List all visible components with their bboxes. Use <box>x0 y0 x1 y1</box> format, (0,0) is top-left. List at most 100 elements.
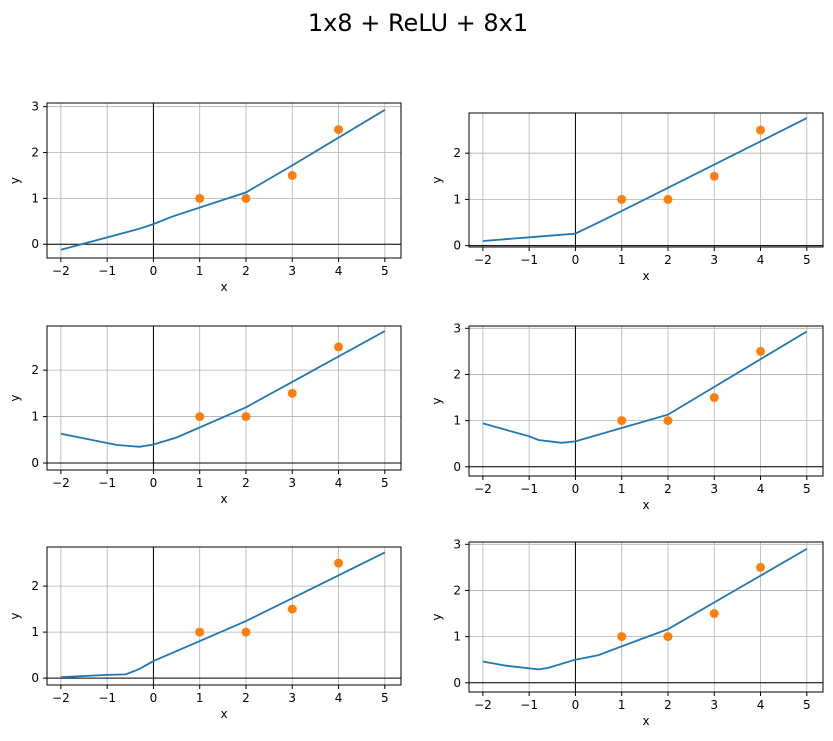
y-tick-label: 1 <box>453 630 461 644</box>
y-tick-label: 0 <box>31 456 39 470</box>
axes-frame <box>46 325 402 471</box>
y-tick-label: 2 <box>453 583 461 597</box>
data-point <box>617 632 627 642</box>
data-point <box>756 346 766 356</box>
x-axis-label: x <box>642 269 649 283</box>
data-point <box>709 393 719 403</box>
y-axis-label: y <box>8 177 22 184</box>
x-tick-label: 1 <box>618 253 626 267</box>
data-point <box>663 194 673 204</box>
x-tick-label: 1 <box>196 691 204 705</box>
x-tick-label: 4 <box>757 482 765 496</box>
data-point <box>756 125 766 135</box>
y-tick-label: 0 <box>453 239 461 253</box>
x-axis-label: x <box>220 492 227 506</box>
x-tick-label: 2 <box>242 476 250 490</box>
x-tick-label: −2 <box>52 264 70 278</box>
y-tick-label: 1 <box>31 625 39 639</box>
y-tick-label: 3 <box>453 321 461 335</box>
x-tick-label: −2 <box>52 476 70 490</box>
y-tick-label: 1 <box>31 410 39 424</box>
x-tick-label: 1 <box>618 482 626 496</box>
x-tick-label: 4 <box>335 476 343 490</box>
y-tick-label: 0 <box>31 671 39 685</box>
model-line <box>482 117 808 242</box>
model-line <box>60 330 386 448</box>
x-tick-label: 3 <box>710 253 718 267</box>
axes-frame <box>468 541 824 693</box>
figure-title: 1x8 + ReLU + 8x1 <box>308 9 528 37</box>
y-tick-label: 1 <box>453 414 461 428</box>
axes-frame <box>468 112 824 248</box>
x-tick-label: 0 <box>150 476 158 490</box>
data-point <box>617 194 627 204</box>
x-tick-label: 1 <box>196 476 204 490</box>
subplot-3: −2 −1 0 1 2 3 4 5 0 1 2 x y <box>8 325 402 506</box>
y-axis-label: y <box>430 176 444 183</box>
x-tick-label: −2 <box>52 691 70 705</box>
y-tick-label: 3 <box>453 537 461 551</box>
data-point <box>709 609 719 619</box>
x-axis-label: x <box>220 707 227 721</box>
x-tick-label: −2 <box>474 698 492 712</box>
subplot-2: −2 −1 0 1 2 3 4 5 0 1 2 x y <box>430 112 824 283</box>
y-tick-label: 3 <box>31 100 39 114</box>
data-point <box>195 193 205 203</box>
x-tick-label: 5 <box>381 264 389 278</box>
subplot-1: −2 −1 0 1 2 3 4 5 0 1 2 3 x y <box>8 100 402 294</box>
y-tick-label: 2 <box>453 367 461 381</box>
x-tick-label: 2 <box>664 482 672 496</box>
x-tick-label: 2 <box>242 691 250 705</box>
x-tick-label: 4 <box>757 253 765 267</box>
y-axis-label: y <box>430 613 444 620</box>
y-axis-label: y <box>8 394 22 401</box>
data-point <box>709 171 719 181</box>
y-axis-label: y <box>430 397 444 404</box>
x-tick-label: 3 <box>710 698 718 712</box>
x-tick-label: 3 <box>288 691 296 705</box>
axes-frame <box>46 102 402 259</box>
x-tick-label: 0 <box>572 253 580 267</box>
x-tick-label: 1 <box>196 264 204 278</box>
x-tick-label: −1 <box>98 476 116 490</box>
data-point <box>195 412 205 422</box>
x-axis-label: x <box>642 714 649 728</box>
data-point <box>241 412 251 422</box>
x-tick-label: −1 <box>520 698 538 712</box>
model-line <box>60 109 386 251</box>
axes-frame <box>468 325 824 477</box>
y-tick-label: 2 <box>31 146 39 160</box>
x-tick-label: 5 <box>381 476 389 490</box>
x-axis-label: x <box>220 280 227 294</box>
data-point <box>287 388 297 398</box>
y-axis-label: y <box>8 612 22 619</box>
y-tick-label: 0 <box>453 676 461 690</box>
x-tick-label: 4 <box>335 264 343 278</box>
data-point <box>334 558 344 568</box>
x-tick-label: −2 <box>474 482 492 496</box>
data-point <box>195 627 205 637</box>
x-tick-label: 0 <box>150 691 158 705</box>
x-tick-label: 0 <box>572 698 580 712</box>
y-tick-label: 2 <box>31 363 39 377</box>
data-point <box>663 632 673 642</box>
x-tick-label: −1 <box>520 253 538 267</box>
y-tick-label: 0 <box>453 460 461 474</box>
y-tick-label: 1 <box>31 191 39 205</box>
model-line <box>482 548 808 671</box>
y-tick-label: 1 <box>453 192 461 206</box>
x-tick-label: 0 <box>150 264 158 278</box>
data-point <box>756 562 766 572</box>
data-point <box>334 125 344 135</box>
y-tick-label: 2 <box>453 146 461 160</box>
data-point <box>663 416 673 426</box>
data-point <box>287 604 297 614</box>
y-tick-label: 0 <box>31 237 39 251</box>
x-tick-label: 5 <box>381 691 389 705</box>
x-tick-label: −2 <box>474 253 492 267</box>
x-tick-label: −1 <box>98 691 116 705</box>
data-point <box>241 193 251 203</box>
x-tick-label: 4 <box>757 698 765 712</box>
axes-frame <box>46 546 402 686</box>
x-tick-label: 5 <box>803 253 811 267</box>
